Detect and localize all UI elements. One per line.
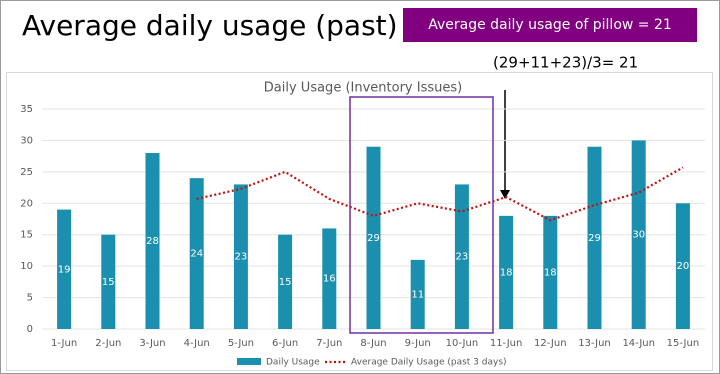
y-tick-label: 5 <box>27 293 33 304</box>
arrow-head <box>500 190 510 199</box>
x-tick-label: 3-Jun <box>139 338 165 349</box>
x-tick-label: 2-Jun <box>95 338 121 349</box>
bar <box>322 228 337 329</box>
bar <box>675 203 690 329</box>
x-tick-label: 1-Jun <box>51 338 77 349</box>
bar <box>631 140 646 329</box>
x-tick-label: 10-Jun <box>446 338 479 349</box>
y-tick-label: 30 <box>20 135 33 146</box>
bar <box>454 184 469 329</box>
x-tick-label: 14-Jun <box>622 338 655 349</box>
data-label: 18 <box>500 267 513 278</box>
y-tick-label: 10 <box>20 261 33 272</box>
x-tick-label: 12-Jun <box>534 338 567 349</box>
x-tick-label: 6-Jun <box>272 338 298 349</box>
data-label: 16 <box>323 274 336 285</box>
average-line <box>196 166 684 222</box>
data-label: 20 <box>677 261 690 272</box>
data-label: 29 <box>588 233 601 244</box>
legend-swatch <box>237 358 261 365</box>
x-tick-label: 11-Jun <box>490 338 523 349</box>
x-tick-label: 7-Jun <box>316 338 342 349</box>
x-tick-label: 15-Jun <box>667 338 700 349</box>
bar <box>543 215 558 329</box>
x-tick-label: 8-Jun <box>360 338 386 349</box>
bar <box>145 153 160 329</box>
x-tick-label: 13-Jun <box>578 338 611 349</box>
bar <box>57 209 72 329</box>
bar <box>278 234 293 329</box>
callout-text: Average daily usage of pillow = 21 <box>428 17 672 33</box>
y-tick-label: 15 <box>20 230 33 241</box>
annotation: (29+11+23)/3= 21 <box>493 54 638 72</box>
data-label: 18 <box>544 267 557 278</box>
legend-label: Average Daily Usage (past 3 days) <box>351 358 507 368</box>
bar <box>366 146 381 329</box>
y-tick-label: 35 <box>20 104 33 115</box>
chart-frame <box>6 72 713 371</box>
bar <box>101 234 116 329</box>
legend-label: Daily Usage <box>266 358 320 368</box>
highlight-box <box>349 96 494 334</box>
data-label: 15 <box>279 277 292 288</box>
data-label: 23 <box>456 252 469 263</box>
bar <box>233 184 248 329</box>
data-label: 23 <box>235 252 248 263</box>
page-title: Average daily usage (past) <box>22 9 398 42</box>
y-tick-label: 20 <box>20 198 33 209</box>
data-label: 30 <box>632 230 645 241</box>
callout-box <box>403 8 697 42</box>
bar <box>587 146 602 329</box>
y-tick-label: 0 <box>27 324 33 335</box>
bar <box>410 259 425 329</box>
bar <box>189 178 204 329</box>
data-label: 29 <box>367 233 380 244</box>
data-label: 11 <box>411 289 424 300</box>
x-tick-label: 4-Jun <box>184 338 210 349</box>
x-tick-label: 5-Jun <box>228 338 254 349</box>
data-label: 19 <box>58 264 71 275</box>
x-tick-label: 9-Jun <box>405 338 431 349</box>
y-tick-label: 25 <box>20 167 33 178</box>
data-label: 28 <box>146 236 159 247</box>
plot: 0 5 10 15 20 25 30 35 1-Jun 2-Jun 3-Jun 4-Jun 5-Jun 6… <box>20 104 705 349</box>
data-label: 24 <box>190 249 203 260</box>
chart-title: Daily Usage (Inventory Issues) <box>264 81 462 96</box>
bar <box>499 215 514 329</box>
data-label: 15 <box>102 277 115 288</box>
